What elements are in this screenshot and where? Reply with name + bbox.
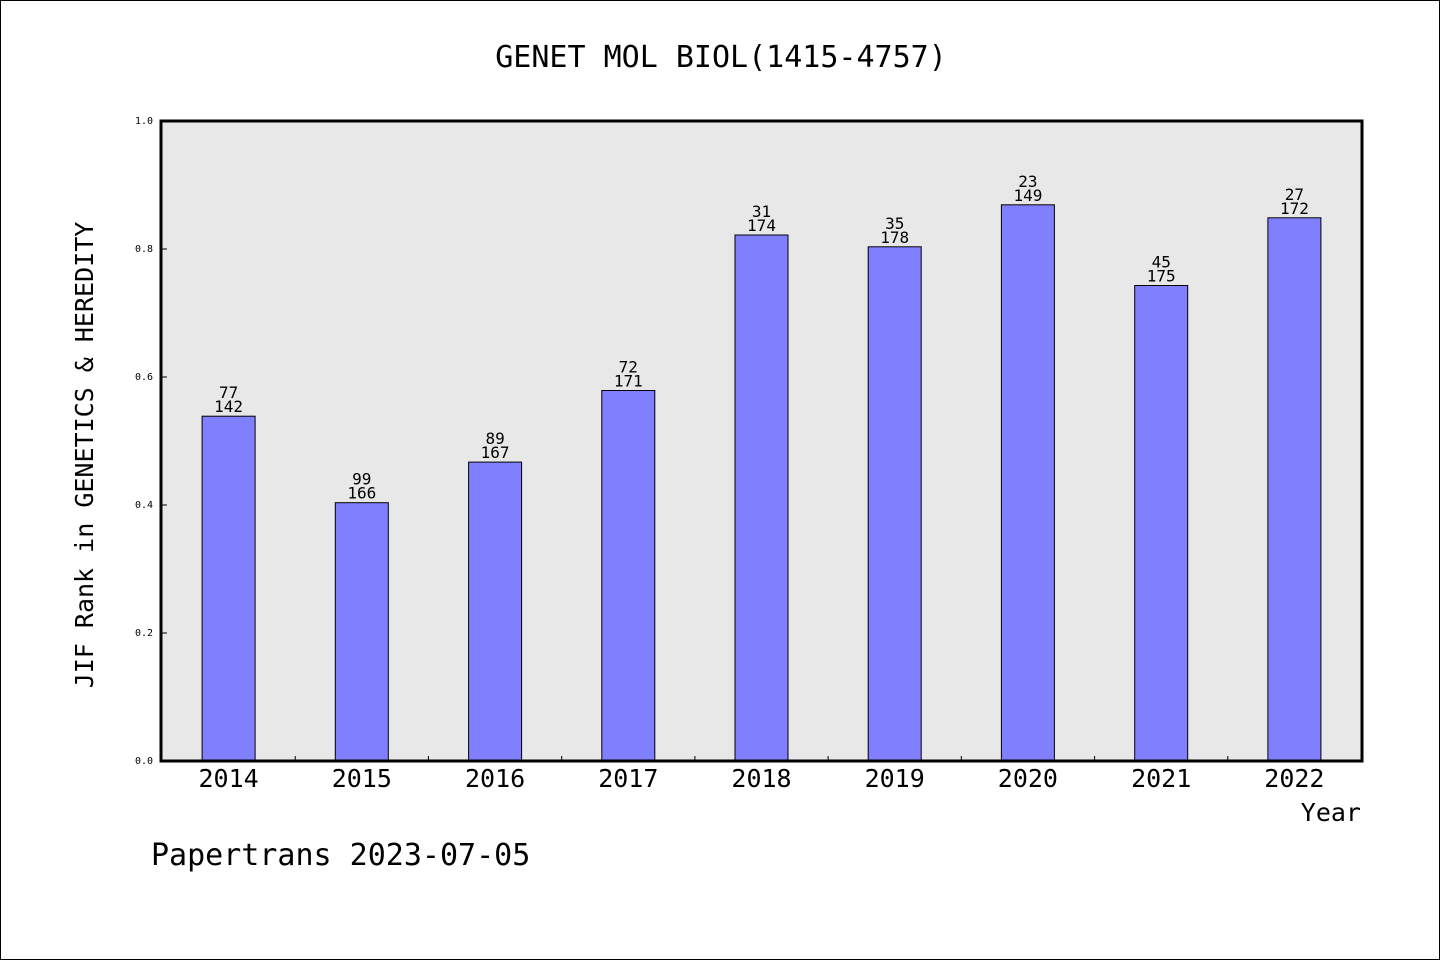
bar-total-label: 172 <box>1280 199 1309 218</box>
bar-total-label: 149 <box>1013 186 1042 205</box>
bar-2015 <box>334 502 389 762</box>
footer-credit: Papertrans 2023-07-05 <box>151 838 530 873</box>
x-tick-label: 2018 <box>731 764 791 793</box>
bar-rank-label: 45 <box>1152 253 1171 272</box>
y-tick-label: 0.4 <box>135 500 153 511</box>
bar-rank-label: 27 <box>1285 185 1304 204</box>
x-tick-label: 2019 <box>865 764 925 793</box>
y-axis-label: JIF Rank in GENETICS & HEREDITY <box>70 222 99 689</box>
x-tick-label: 2016 <box>465 764 525 793</box>
x-tick-label: 2022 <box>1264 764 1324 793</box>
bar-total-label: 178 <box>880 228 909 247</box>
bar-2019 <box>867 246 922 762</box>
bar-2021 <box>1134 285 1189 762</box>
bar-total-label: 167 <box>481 443 510 462</box>
bar-rank-label: 99 <box>352 470 371 489</box>
y-tick-label: 1.0 <box>135 116 153 127</box>
bar-2020 <box>1000 204 1055 762</box>
ticks-group: 2014 2015 2016 2017 2018 2019 2020 2021 2022 0.0 0… <box>135 116 1325 793</box>
bar-rank-label: 72 <box>619 358 638 377</box>
y-tick-label: 0.2 <box>135 628 153 639</box>
x-axis-label: Year <box>1301 798 1361 827</box>
bar-total-label: 174 <box>747 216 776 235</box>
bar-rank-label: 77 <box>219 383 238 402</box>
bar-2016 <box>468 461 523 762</box>
bar-rank-label: 31 <box>752 202 771 221</box>
bar-total-label: 175 <box>1147 267 1176 286</box>
y-tick-label: 0.8 <box>135 244 153 255</box>
bar-total-label: 166 <box>347 484 376 503</box>
x-tick-label: 2021 <box>1131 764 1191 793</box>
x-tick-label: 2020 <box>998 764 1058 793</box>
x-tick-label: 2015 <box>332 764 392 793</box>
bar-total-label: 171 <box>614 372 643 391</box>
y-tick-label: 0.6 <box>135 372 153 383</box>
bar-total-label: 142 <box>214 397 243 416</box>
bar-rank-label: 23 <box>1018 172 1037 191</box>
y-tick-label: 0.0 <box>135 756 153 767</box>
x-tick-label: 2017 <box>598 764 658 793</box>
chart-title: GENET MOL BIOL(1415-4757) <box>495 40 947 75</box>
bar-rank-label: 35 <box>885 214 904 233</box>
bar-2014 <box>201 415 256 762</box>
bar-2022 <box>1267 217 1322 762</box>
x-tick-label: 2014 <box>198 764 258 793</box>
bar-2017 <box>601 390 656 762</box>
bar-rank-label: 89 <box>485 429 504 448</box>
bar-2018 <box>734 234 789 762</box>
plot-border <box>159 119 1364 763</box>
